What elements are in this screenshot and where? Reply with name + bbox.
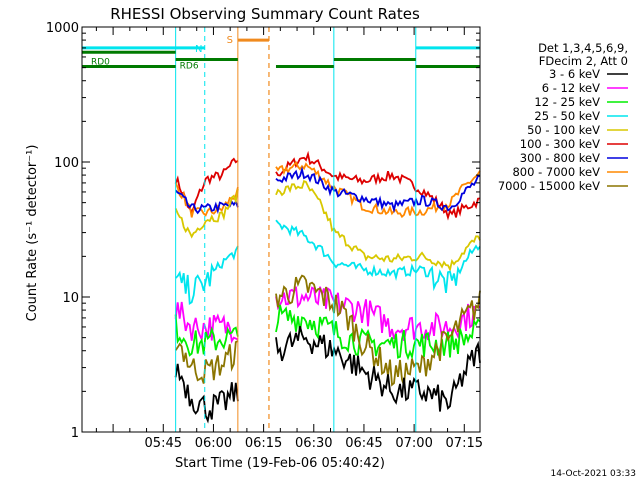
series-line-9-segment-1 — [174, 363, 239, 424]
legend-entry-label-8: 800 - 7000 keV — [512, 165, 600, 179]
legend-entry-label-3: 12 - 25 keV — [534, 95, 600, 109]
night-label: N — [195, 44, 202, 55]
x-tick-label-0715: 07:15 — [446, 436, 483, 451]
x-tick-label-0600: 06:00 — [195, 436, 232, 451]
series-line-5-segment-2 — [275, 219, 481, 294]
legend-entry-label-1: 3 - 6 keV — [549, 67, 600, 81]
series-line-8-segment-1 — [174, 340, 239, 384]
series-line-4-segment-2 — [275, 179, 481, 273]
series-line-7-segment-1 — [174, 314, 239, 357]
saa-label: S — [227, 35, 233, 46]
legend: Det 1,3,4,5,6,9,FDecim 2, Att 03 - 6 keV… — [498, 41, 628, 193]
series-line-6-segment-2 — [275, 286, 481, 341]
series-line-3-segment-1 — [174, 189, 239, 215]
legend-header-line-2: FDecim 2, Att 0 — [539, 54, 628, 68]
legend-header-line-1: Det 1,3,4,5,6,9, — [538, 41, 628, 55]
series-line-5-segment-1 — [174, 245, 239, 306]
legend-entry-label-9: 7000 - 15000 keV — [498, 179, 600, 193]
x-tick-label-0615: 06:15 — [245, 436, 282, 451]
series-line-3-segment-2 — [275, 166, 481, 214]
chart-title: RHESSI Observing Summary Count Rates — [110, 5, 420, 23]
legend-entry-label-4: 25 - 50 keV — [534, 109, 600, 123]
decimation-label-rd0: RD0 — [91, 57, 110, 67]
date-stamp: 14-Oct-2021 03:33 — [551, 469, 636, 479]
series-line-7-segment-2 — [275, 304, 481, 361]
series-line-9-segment-2 — [275, 325, 481, 412]
legend-entry-label-2: 6 - 12 keV — [542, 81, 600, 95]
legend-entry-label-7: 300 - 800 keV — [520, 151, 600, 165]
series-line-2-segment-1 — [174, 182, 239, 218]
legend-entry-label-6: 100 - 300 keV — [520, 137, 600, 151]
x-tick-label-0645: 06:45 — [345, 436, 382, 451]
y-axis-title: Count Rate (s⁻¹ detector⁻¹) — [25, 145, 40, 322]
x-tick-label-0630: 06:30 — [295, 436, 332, 451]
legend-entry-label-5: 50 - 100 keV — [527, 123, 600, 137]
y-tick-label-100: 100 — [54, 156, 79, 171]
series-line-4-segment-1 — [174, 188, 239, 239]
plot-area: N S RD0 RD6 — [82, 27, 481, 432]
y-tick-label-1000: 1000 — [46, 21, 79, 36]
plot-frame — [81, 26, 481, 433]
y-tick-label-1: 1 — [71, 426, 79, 441]
y-tick-label-10: 10 — [62, 291, 79, 306]
x-axis-title: Start Time (19-Feb-06 05:40:42) — [175, 456, 385, 471]
x-tick-label-0700: 07:00 — [395, 436, 432, 451]
x-tick-label-0545: 05:45 — [145, 436, 182, 451]
series-line-8-segment-2 — [275, 274, 481, 387]
decimation-label-rd6: RD6 — [180, 61, 199, 71]
series-line-1-segment-2 — [275, 150, 481, 221]
axes: 1 10 100 1000 05:45 06:00 06:15 06:30 06:45 07:00… — [46, 21, 483, 451]
